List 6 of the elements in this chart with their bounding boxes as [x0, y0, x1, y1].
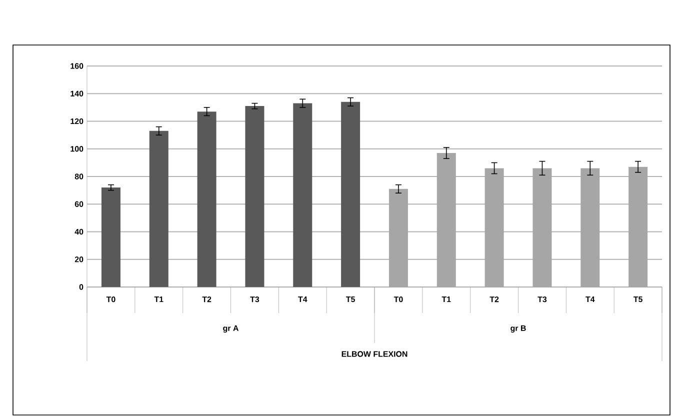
bar [101, 188, 120, 287]
bar [197, 112, 216, 287]
bar [341, 102, 360, 287]
bar [245, 106, 264, 287]
bar [293, 103, 312, 287]
bar [149, 130, 168, 287]
